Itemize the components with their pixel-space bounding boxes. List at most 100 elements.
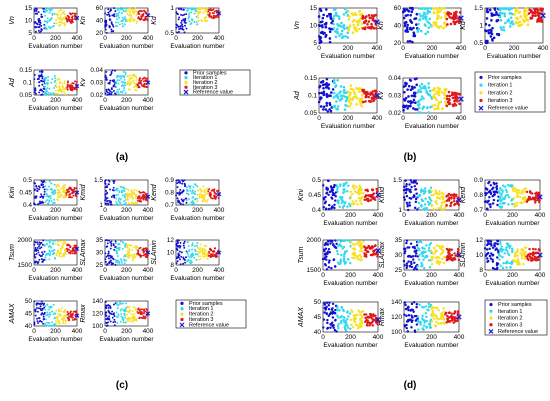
iteration-1-point: [338, 243, 342, 246]
iteration-3-point: [365, 324, 369, 327]
iteration-2-point: [63, 195, 66, 197]
iteration-2-point: [64, 253, 67, 255]
iteration-2-point: [61, 186, 64, 189]
iteration-1-point: [43, 11, 46, 14]
iteration-1-point: [426, 30, 430, 34]
prior-sample-point: [326, 318, 329, 322]
iteration-3-point: [528, 247, 531, 251]
iteration-3-point: [66, 20, 69, 23]
iteration-3-point: [452, 104, 455, 108]
prior-sample-point: [414, 197, 418, 201]
iteration-3-point: [371, 90, 375, 93]
y-tick-label: 1: [479, 23, 483, 30]
iteration-2-point: [437, 93, 441, 97]
prior-sample-point: [326, 243, 330, 246]
prior-sample-point: [407, 314, 411, 317]
iteration-2-point: [438, 196, 442, 200]
iteration-1-point: [49, 245, 52, 248]
prior-sample-point: [108, 26, 111, 29]
iteration-3-point: [455, 20, 459, 23]
iteration-1-point: [187, 17, 190, 20]
prior-sample-point: [181, 25, 184, 28]
iteration-2-point: [358, 184, 361, 187]
iteration-1-point: [428, 17, 432, 21]
iteration-1-point: [349, 327, 352, 331]
iteration-2-point: [130, 202, 133, 205]
reference-value-marker: [458, 96, 464, 102]
prior-sample-point: [321, 16, 325, 20]
legend-marker-stroke: [478, 105, 484, 111]
iteration-3-point: [66, 250, 69, 252]
prior-sample-point: [415, 182, 419, 185]
iteration-2-point: [203, 195, 206, 198]
iteration-2-point: [513, 187, 516, 191]
iteration-2-point: [201, 199, 204, 202]
iteration-3-point: [140, 18, 143, 21]
iteration-1-point: [337, 15, 341, 18]
iteration-2-point: [200, 7, 203, 10]
iteration-3-point: [67, 19, 70, 22]
prior-sample-point: [328, 30, 332, 33]
iteration-3-point: [144, 15, 147, 18]
prior-sample-point: [113, 13, 116, 16]
x-axis-label: Evaluation number: [170, 275, 225, 282]
iteration-1-point: [114, 189, 117, 191]
x-tick-label: 0: [32, 97, 36, 104]
prior-sample-point: [112, 89, 115, 92]
prior-sample-point: [40, 69, 43, 72]
iteration-1-point: [187, 258, 190, 261]
iteration-2-point: [520, 249, 523, 252]
y-tick-label: 1500: [307, 267, 322, 274]
iteration-2-point: [437, 322, 440, 325]
prior-sample-point: [495, 187, 499, 191]
prior-sample-point: [42, 322, 45, 325]
prior-sample-point: [38, 245, 40, 248]
prior-sample-point: [318, 91, 321, 95]
iteration-1-point: [118, 16, 120, 19]
iteration-1-point: [51, 321, 54, 324]
y-axis-label: Kini: [9, 186, 16, 198]
iteration-2-point: [516, 263, 520, 266]
iteration-3-point: [71, 82, 74, 85]
iteration-3-point: [525, 200, 529, 204]
prior-sample-point: [114, 69, 117, 72]
prior-sample-point: [405, 262, 409, 265]
prior-sample-point: [104, 74, 107, 77]
prior-sample-point: [495, 262, 499, 265]
reference-value-marker: [145, 194, 151, 199]
iteration-1-point: [347, 315, 350, 318]
prior-sample-point: [106, 242, 109, 245]
legend-marker: [184, 80, 188, 85]
legend-entry-label: Iteration 2: [189, 312, 213, 318]
iteration-2-point: [62, 17, 65, 20]
iteration-1-point: [499, 202, 502, 205]
iteration-1-point: [337, 316, 340, 319]
y-tick-label: 20: [96, 30, 104, 37]
iteration-1-point: [49, 197, 52, 200]
iteration-1-point: [420, 261, 423, 265]
prior-sample-point: [41, 77, 44, 80]
iteration-1-point: [123, 187, 126, 190]
iteration-3-point: [208, 250, 211, 253]
prior-sample-point: [108, 10, 111, 13]
iteration-3-point: [448, 252, 451, 256]
iteration-3-point: [450, 16, 453, 20]
prior-sample-point: [319, 105, 323, 108]
iteration-1-point: [423, 84, 426, 88]
iteration-1-point: [122, 7, 125, 10]
iteration-1-point: [332, 80, 336, 84]
iteration-2-point: [430, 306, 433, 310]
iteration-3-point: [141, 15, 144, 18]
x-axis-label: Evaluation number: [28, 105, 83, 112]
iteration-3-point: [527, 258, 530, 262]
prior-sample-point: [410, 94, 414, 98]
iteration-2-point: [55, 320, 57, 322]
iteration-2-point: [126, 306, 129, 309]
prior-sample-point: [321, 80, 324, 84]
iteration-3-point: [369, 100, 372, 103]
iteration-2-point: [126, 253, 129, 256]
iteration-3-point: [137, 196, 139, 199]
iteration-3-point: [455, 10, 458, 14]
iteration-1-point: [339, 25, 343, 28]
y-tick-label: 15: [25, 5, 33, 12]
